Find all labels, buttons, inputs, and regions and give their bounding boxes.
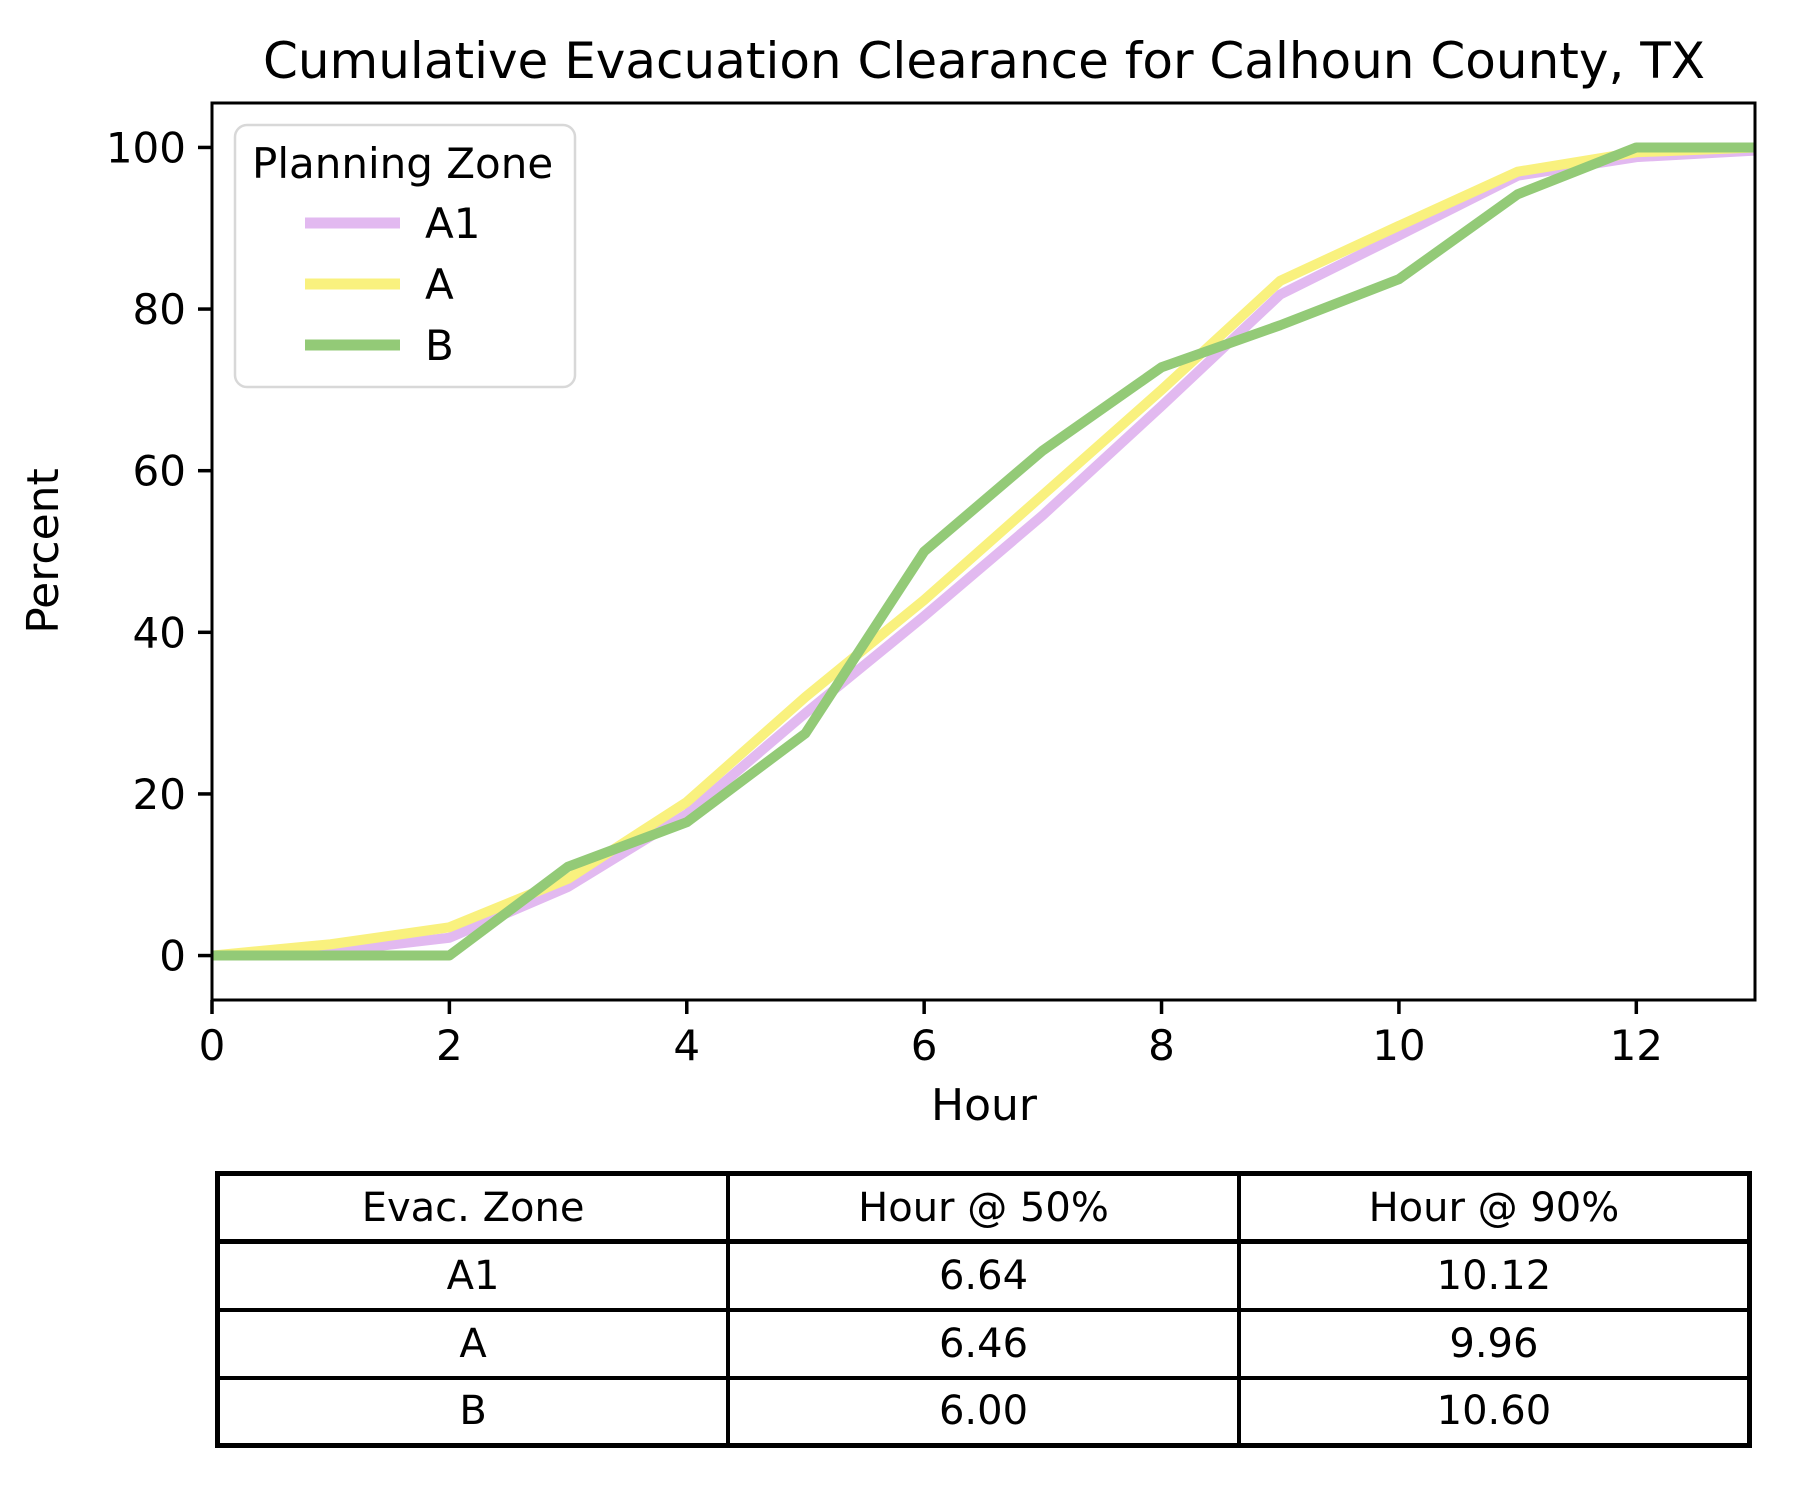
x-tick-label-10: 10 [1372, 1021, 1425, 1070]
legend-box [233, 123, 577, 389]
x-axis-label: Hour [931, 1080, 1038, 1131]
table-cell-A1-hour_at_90: 10.12 [1236, 1239, 1752, 1312]
legend-label-A1: A1 [425, 199, 480, 248]
table-cell-A1-zone: A1 [215, 1239, 731, 1312]
table-header-row: Evac. Zone Hour @ 50% Hour @ 90% [215, 1171, 1752, 1244]
legend-label-B: B [425, 321, 454, 370]
table-cell-B-hour_at_50: 6.00 [726, 1375, 1241, 1448]
table-cell-A1-hour_at_50: 6.64 [726, 1239, 1241, 1312]
x-tick-label-2: 2 [436, 1021, 463, 1070]
table-header-col-0: Evac. Zone [215, 1171, 731, 1244]
table-cell-B-zone: B [215, 1375, 731, 1448]
y-tick-label-40: 40 [133, 608, 186, 657]
table-row-A: A 6.46 9.96 [215, 1307, 1752, 1380]
y-tick-label-60: 60 [133, 447, 186, 496]
plot-border [210, 101, 1757, 1002]
clearance-summary-table: Evac. Zone Hour @ 50% Hour @ 90% A1 6.64 10.… [215, 1171, 1752, 1448]
table-row-B: B 6.00 10.60 [215, 1375, 1752, 1448]
y-tick-label-100: 100 [106, 123, 186, 172]
table-cell-A-hour_at_50: 6.46 [726, 1307, 1241, 1380]
summary-table-head: Evac. Zone Hour @ 50% Hour @ 90% [215, 1171, 1752, 1244]
x-tick-label-0: 0 [199, 1021, 226, 1070]
y-tick-label-20: 20 [133, 770, 186, 819]
y-axis-label: Percent [18, 468, 69, 634]
series-lines [211, 142, 1756, 961]
x-tick-label-8: 8 [1148, 1021, 1175, 1070]
table-header-col-2: Hour @ 90% [1236, 1171, 1752, 1244]
legend-title: Planning Zone [252, 139, 553, 188]
chart-title: Cumulative Evacuation Clearance for Calh… [263, 32, 1705, 90]
table-cell-A-hour_at_90: 9.96 [1236, 1307, 1752, 1380]
y-tick-label-80: 80 [133, 285, 186, 334]
x-axis-ticks: 0 2 4 6 8 10 12 [199, 1000, 1663, 1070]
y-axis-ticks: 0 20 40 60 80 100 [106, 123, 212, 981]
table-cell-A-zone: A [215, 1307, 731, 1380]
series-line-A [211, 142, 1756, 961]
evacuation-clearance-line-chart: Cumulative Evacuation Clearance for Calh… [18, 32, 1757, 1131]
legend-label-A: A [425, 260, 454, 309]
series-line-B [212, 142, 1755, 961]
summary-table-body: A1 6.64 10.12 A 6.46 9.96 B 6.00 10.60 [215, 1239, 1752, 1448]
legend-entries: A1 AB [305, 199, 480, 370]
table-cell-B-hour_at_90: 10.60 [1236, 1375, 1752, 1448]
x-tick-label-12: 12 [1610, 1021, 1663, 1070]
legend: Planning Zone A1 AB [233, 123, 577, 389]
table-header-col-1: Hour @ 50% [726, 1171, 1241, 1244]
y-tick-label-0: 0 [159, 932, 186, 981]
x-tick-label-4: 4 [673, 1021, 700, 1070]
x-tick-label-6: 6 [911, 1021, 938, 1070]
table-row-A1: A1 6.64 10.12 [215, 1239, 1752, 1312]
summary-table-wrap: Evac. Zone Hour @ 50% Hour @ 90% A1 6.64 10.… [215, 1171, 1752, 1448]
